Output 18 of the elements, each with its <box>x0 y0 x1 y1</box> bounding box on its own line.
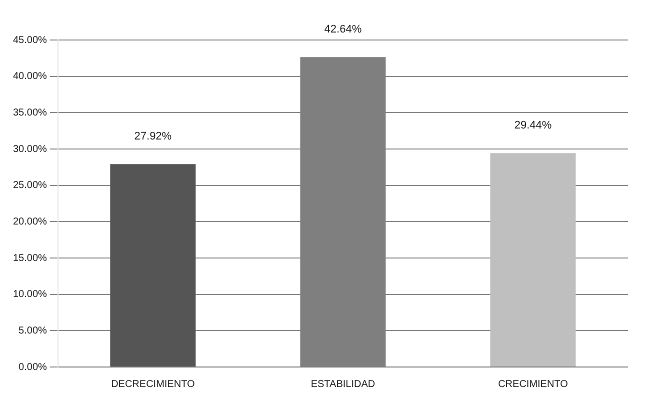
y-tick-label: 5.00% <box>18 325 48 336</box>
data-label: 27.92% <box>134 130 172 143</box>
x-tick-label: ESTABILIDAD <box>310 378 376 390</box>
y-tick-label: 45.00% <box>12 34 48 46</box>
y-tick-label: 10.00% <box>12 289 48 300</box>
y-tick-label: 25.00% <box>12 180 48 192</box>
y-tick-label: 15.00% <box>12 252 48 264</box>
y-tick-label: 35.00% <box>12 107 48 118</box>
x-tick-label: CRECIMIENTO <box>498 378 568 390</box>
data-label: 29.44% <box>514 120 552 132</box>
y-tick-label: 30.00% <box>12 144 48 155</box>
bar <box>490 153 576 366</box>
x-tick-label: DECRECIMIENTO <box>111 378 196 390</box>
y-tick-label: 0.00% <box>18 362 48 373</box>
y-tick-label: 40.00% <box>12 71 48 82</box>
y-tick-label: 20.00% <box>12 216 48 228</box>
bar <box>110 164 196 366</box>
data-label: 42.64% <box>324 24 362 36</box>
